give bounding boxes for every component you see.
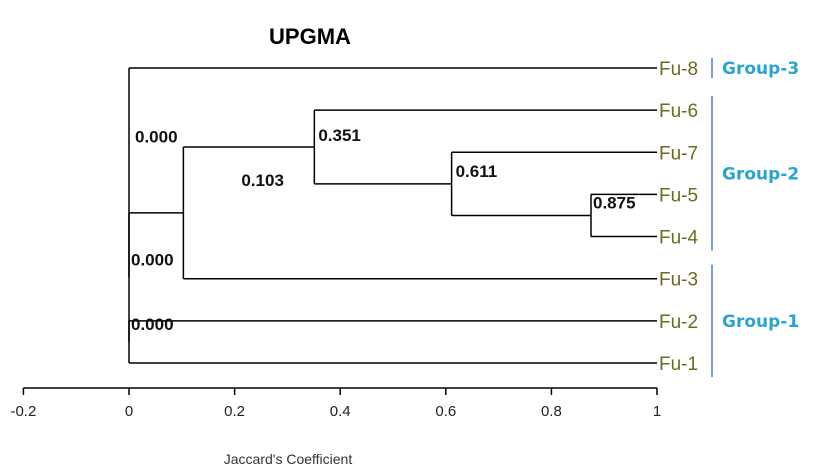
leaf-label-fu2: Fu-2 [659, 312, 698, 333]
leaf-label-fu7: Fu-7 [659, 143, 698, 164]
leaf-label-fu4: Fu-4 [659, 228, 699, 249]
leaf-label-fu5: Fu-5 [659, 185, 698, 206]
leaf-label-fu8: Fu-8 [659, 59, 698, 80]
node-value-label: 0.351 [318, 126, 361, 145]
leaf-label-fu1: Fu-1 [659, 354, 698, 375]
x-axis: -0.2 0 0.2 0.4 0.6 0.8 1 [10, 387, 661, 420]
node-value-labels: 0.875 0.611 0.351 0.103 0.000 0.000 0.000 [131, 126, 636, 334]
node-value-label: 0.103 [241, 171, 284, 190]
x-axis-tick-label: 0.6 [435, 403, 456, 420]
x-axis-tick-label: 0.2 [224, 403, 245, 420]
group-annotations: Group-3 Group-2 Group-1 [711, 58, 799, 377]
x-axis-tick-label: -0.2 [10, 403, 36, 420]
dendrogram-branches [128, 67, 657, 364]
group-label: Group-1 [722, 312, 799, 332]
group-label: Group-3 [722, 59, 799, 79]
leaf-labels: Fu-8 Fu-6 Fu-7 Fu-5 Fu-4 Fu-3 Fu-2 Fu-1 [659, 59, 699, 375]
x-axis-label: Jaccard's Coefficient [224, 451, 353, 467]
x-axis-tick-label: 0.8 [541, 403, 562, 420]
x-axis-tick-label: 0.4 [330, 403, 351, 420]
x-axis-tick-label: 1 [653, 403, 661, 420]
group-label: Group-2 [722, 164, 799, 184]
node-value-label: 0.000 [131, 250, 174, 269]
x-axis-tick-label: 0 [125, 403, 133, 420]
chart-title: UPGMA [269, 24, 351, 49]
node-value-label: 0.000 [135, 128, 178, 147]
leaf-label-fu3: Fu-3 [659, 270, 698, 291]
node-value-label: 0.000 [131, 315, 174, 334]
node-value-label: 0.611 [456, 162, 498, 181]
node-value-label: 0.875 [593, 193, 636, 212]
leaf-label-fu6: Fu-6 [659, 101, 698, 122]
